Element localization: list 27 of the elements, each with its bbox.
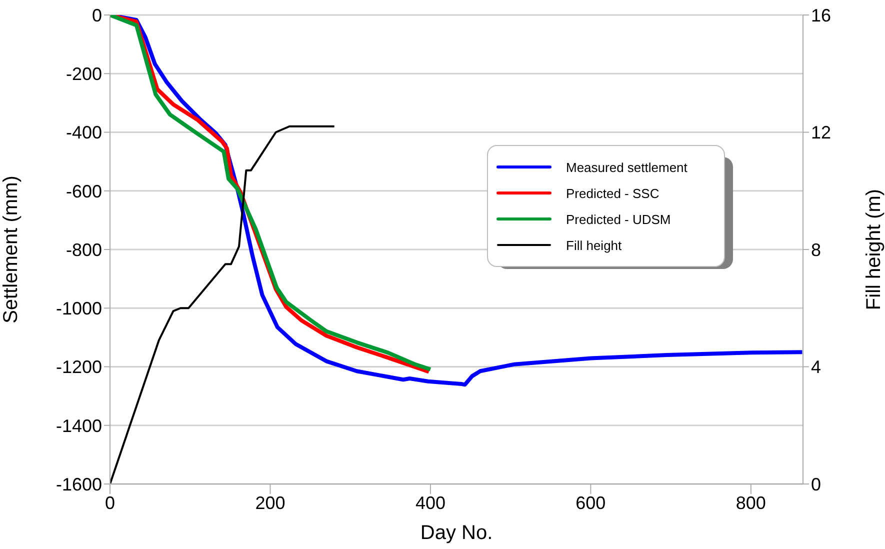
y-tick-label: -200 — [66, 64, 102, 84]
y-tick-label: -1400 — [56, 416, 102, 436]
x-tick-label: 400 — [415, 492, 446, 513]
y-tick-label: 0 — [92, 5, 102, 26]
y-tick-label: -1000 — [56, 298, 102, 319]
y2-tick-label: 12 — [811, 122, 832, 143]
y2-tick-label: 0 — [811, 474, 822, 494]
y-axis-title: Settlement (mm) — [0, 176, 22, 324]
y2-tick-label: 4 — [811, 357, 822, 378]
line-series — [110, 125, 336, 484]
x-axis-title: Day No. — [420, 522, 493, 544]
y2-tick-label: 16 — [811, 5, 832, 26]
y-tick-label: -600 — [66, 181, 102, 202]
y-tick-label: -400 — [66, 122, 102, 143]
y-tick-label: -800 — [66, 240, 102, 260]
legend-label: Predicted - SSC — [566, 186, 660, 200]
x-tick-label: 600 — [576, 492, 606, 513]
y2-tick-label: 8 — [811, 240, 822, 260]
y-tick-label: -1200 — [56, 357, 102, 378]
y-tick-label: -1600 — [56, 474, 102, 494]
legend-label: Predicted - UDSM — [566, 212, 671, 226]
legend-label: Measured settlement — [566, 160, 688, 174]
x-tick-label: 800 — [736, 492, 766, 513]
x-tick-label: 200 — [255, 492, 286, 513]
y2-axis-title: Fill height (m) — [863, 188, 885, 310]
x-tick-label: 0 — [104, 492, 116, 513]
legend-label: Fill height — [566, 238, 622, 252]
